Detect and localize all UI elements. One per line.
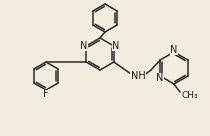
Text: NH: NH (131, 71, 145, 81)
Text: N: N (112, 41, 119, 51)
Text: N: N (170, 45, 178, 55)
Text: N: N (156, 73, 164, 83)
Text: N: N (80, 41, 88, 51)
Text: F: F (43, 89, 49, 99)
Text: CH₃: CH₃ (182, 92, 199, 101)
